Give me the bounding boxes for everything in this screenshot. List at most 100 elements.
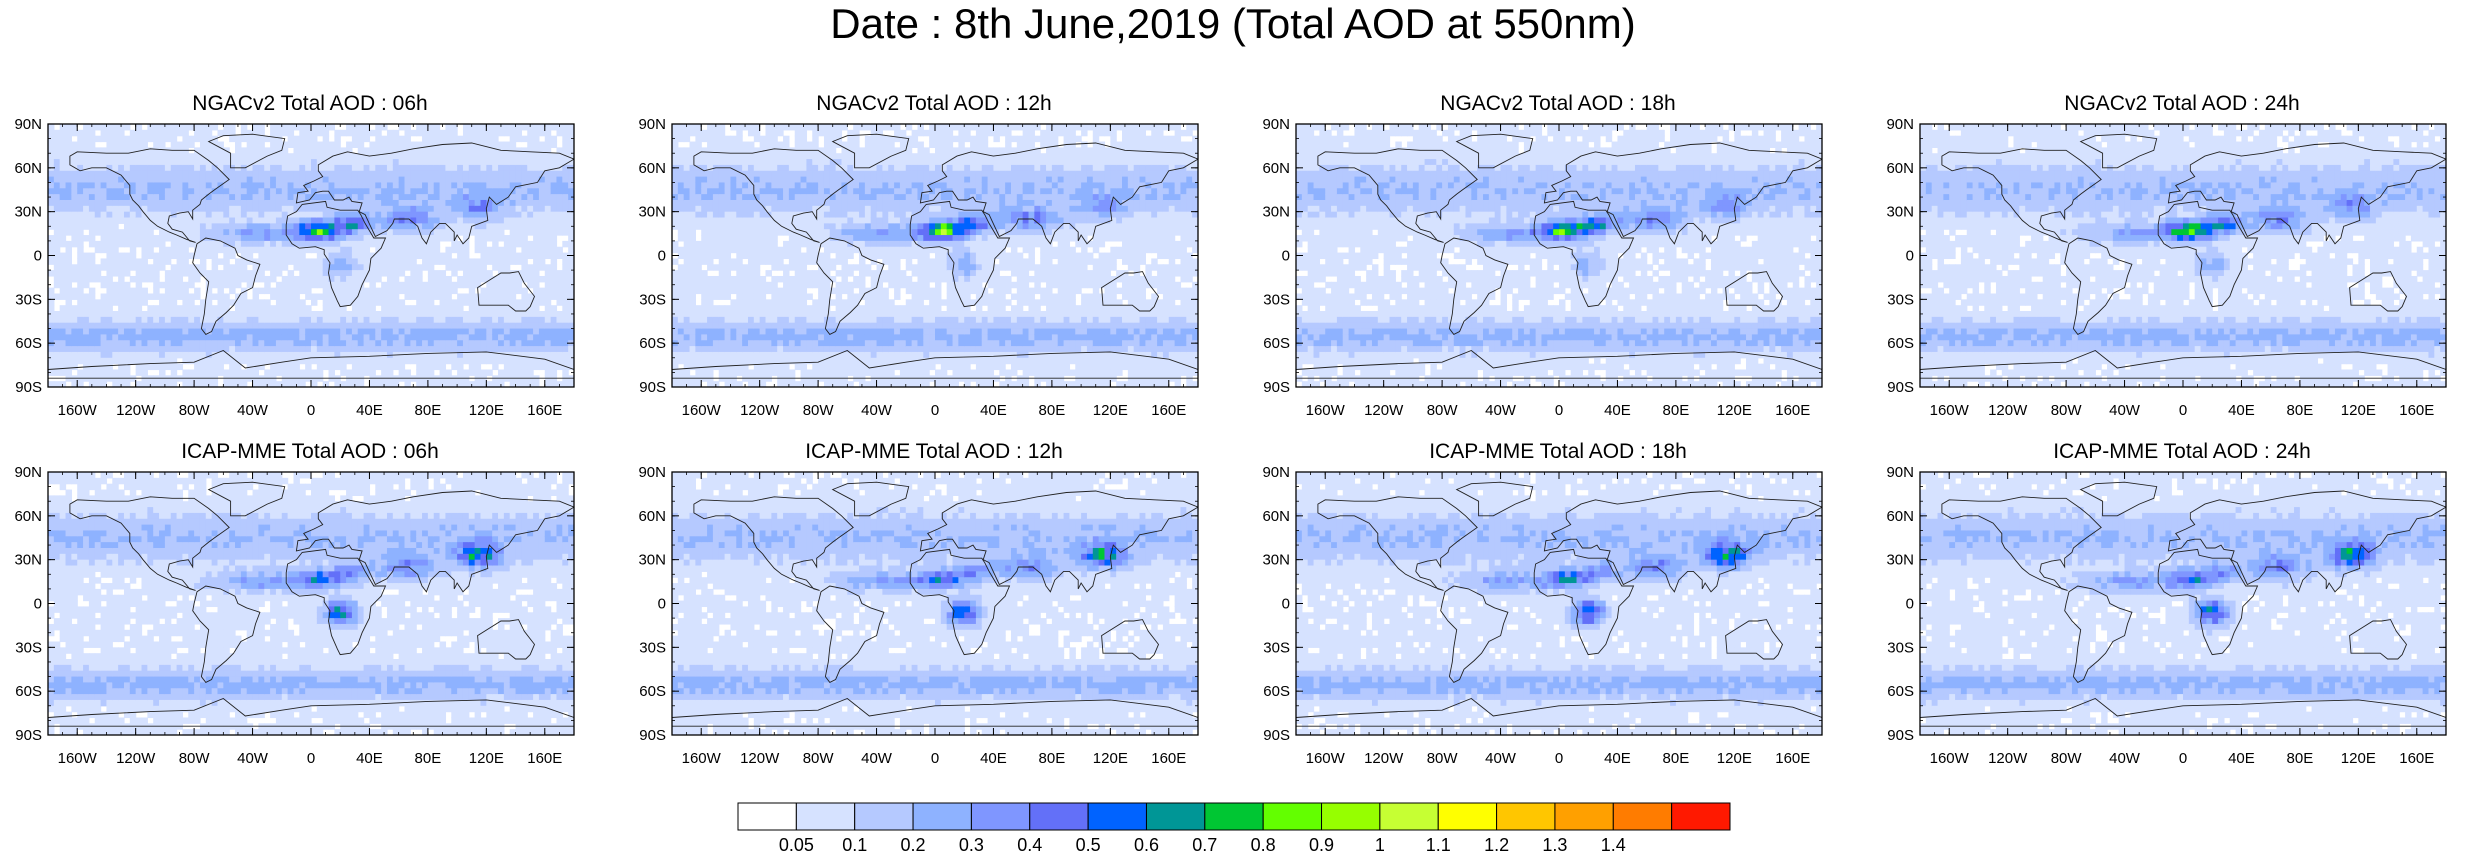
- coastlines: [1920, 481, 2446, 727]
- lon-tick-label: 160E: [1151, 402, 1186, 419]
- coastline-south-america: [816, 585, 885, 683]
- coastline-north-america: [69, 148, 230, 243]
- coastline-eurasia: [2167, 490, 2446, 593]
- lon-tick-label: 80E: [2287, 750, 2314, 767]
- coastline-antarctica: [672, 697, 1198, 727]
- lat-tick-label: 30N: [1886, 552, 1914, 569]
- lon-tick-label: 0: [307, 402, 315, 419]
- coastline-australia: [477, 619, 536, 660]
- colorbar-swatch: [854, 802, 914, 831]
- colorbar-label: 1.2: [1484, 835, 1509, 853]
- coastline-antarctica: [672, 349, 1198, 379]
- coastline-north-america: [1941, 148, 2102, 243]
- coastlines: [1296, 481, 1822, 727]
- lat-tick-label: 90S: [1887, 727, 1914, 744]
- coastline-greenland: [1455, 133, 1534, 169]
- lat-tick-label: 60N: [638, 508, 666, 525]
- aod-field: [1296, 124, 1822, 387]
- panel-title: ICAP-MME Total AOD : 18h: [1248, 440, 1868, 464]
- coastline-north-america: [693, 496, 854, 591]
- colorbar-label: 0.7: [1192, 835, 1217, 853]
- lon-tick-label: 120W: [116, 402, 156, 419]
- coastline-north-america: [1317, 496, 1478, 591]
- colorbar-swatch: [1496, 802, 1556, 831]
- coastline-antarctica: [1296, 349, 1822, 379]
- lon-tick-label: 80W: [179, 402, 211, 419]
- colorbar-swatch: [1671, 802, 1731, 831]
- coastlines: [1920, 133, 2446, 379]
- map-svg: 90N 60N 30N 0 30S 60S 90S 160W 120W 80W 40W 0 40E 80E…: [1886, 464, 2447, 767]
- lat-tick-label: 0: [1906, 596, 1914, 613]
- lon-tick-label: 120E: [1717, 402, 1752, 419]
- coastline-australia: [1725, 619, 1784, 660]
- lat-tick-label: 90N: [1886, 464, 1914, 481]
- lon-tick-label: 40E: [1604, 750, 1631, 767]
- colorbar-label: 0.4: [1017, 835, 1042, 853]
- map-svg: 90N 60N 30N 0 30S 60S 90S 160W 120W 80W 40W 0 40E 80E…: [638, 464, 1199, 767]
- panel-title: ICAP-MME Total AOD : 12h: [624, 440, 1244, 464]
- lon-tick-label: 160E: [527, 402, 562, 419]
- lat-tick-label: 90N: [1262, 464, 1290, 481]
- lat-tick-label: 60N: [1886, 160, 1914, 177]
- colorbar-swatch: [970, 802, 1031, 831]
- lat-tick-label: 60N: [14, 508, 42, 525]
- lat-tick-label: 90N: [14, 116, 42, 133]
- aod-field: [48, 124, 574, 387]
- map-panel-ngacv2-06h: 90N 60N 30N 0 30S 60S 90S 160W 120W 80W 40W 0 40E 80E…: [0, 92, 620, 442]
- coastlines: [672, 133, 1198, 379]
- coastline-africa: [909, 548, 1011, 656]
- map-panel-icap-06h: 90N 60N 30N 0 30S 60S 90S 160W 120W 80W 40W 0 40E 80E…: [0, 440, 620, 790]
- lon-tick-label: 120W: [116, 750, 156, 767]
- coastline-eurasia: [2167, 142, 2446, 245]
- colorbar-label: 0.1: [842, 835, 867, 853]
- lon-tick-label: 0: [931, 750, 939, 767]
- coastline-greenland: [207, 133, 286, 169]
- lat-tick-label: 30N: [638, 552, 666, 569]
- lon-tick-label: 160W: [682, 750, 722, 767]
- lat-tick-label: 60N: [1886, 508, 1914, 525]
- colorbar-swatch: [1379, 802, 1439, 831]
- coastline-eurasia: [1543, 490, 1822, 593]
- lon-tick-label: 0: [1555, 750, 1563, 767]
- map-panel-icap-24h: 90N 60N 30N 0 30S 60S 90S 160W 120W 80W 40W 0 40E 80E…: [1872, 440, 2466, 790]
- lat-tick-label: 30N: [638, 204, 666, 221]
- coastline-australia: [2349, 271, 2408, 312]
- lat-tick-label: 60S: [639, 683, 666, 700]
- coastline-eurasia: [295, 490, 574, 593]
- colorbar-label: 1.1: [1426, 835, 1451, 853]
- lon-tick-label: 40W: [2109, 750, 2141, 767]
- lon-tick-label: 0: [307, 750, 315, 767]
- lon-tick-label: 0: [1555, 402, 1563, 419]
- lon-tick-label: 160W: [58, 750, 98, 767]
- coastline-africa: [2157, 200, 2259, 308]
- lon-tick-label: 120W: [740, 750, 780, 767]
- colorbar-swatch: [1145, 802, 1206, 831]
- lon-tick-label: 120E: [1093, 402, 1128, 419]
- lon-tick-label: 120E: [2341, 402, 2376, 419]
- lon-tick-label: 0: [2179, 750, 2187, 767]
- lon-tick-label: 120W: [1988, 402, 2028, 419]
- lat-tick-label: 30N: [14, 552, 42, 569]
- aod-field: [672, 472, 1198, 735]
- lon-tick-label: 120W: [740, 402, 780, 419]
- lat-tick-label: 30S: [639, 291, 666, 308]
- coastline-australia: [477, 271, 536, 312]
- lat-tick-label: 0: [1282, 596, 1290, 613]
- coastline-eurasia: [919, 142, 1198, 245]
- coastline-australia: [1101, 619, 1160, 660]
- lat-tick-label: 60S: [1263, 683, 1290, 700]
- lon-tick-label: 160E: [1775, 750, 1810, 767]
- lat-tick-label: 60N: [14, 160, 42, 177]
- lon-tick-label: 80W: [2051, 750, 2083, 767]
- coastline-africa: [1533, 200, 1635, 308]
- lon-tick-label: 40E: [356, 402, 383, 419]
- lat-tick-label: 90N: [1886, 116, 1914, 133]
- colorbar-swatch: [737, 802, 797, 831]
- lat-tick-label: 0: [34, 596, 42, 613]
- coastline-greenland: [2079, 481, 2158, 517]
- panel-title: NGACv2 Total AOD : 24h: [1872, 92, 2466, 116]
- lat-tick-label: 90S: [1263, 379, 1290, 396]
- lat-tick-label: 60S: [1887, 335, 1914, 352]
- map-panel-ngacv2-24h: 90N 60N 30N 0 30S 60S 90S 160W 120W 80W 40W 0 40E 80E…: [1872, 92, 2466, 442]
- coastline-north-america: [1317, 148, 1478, 243]
